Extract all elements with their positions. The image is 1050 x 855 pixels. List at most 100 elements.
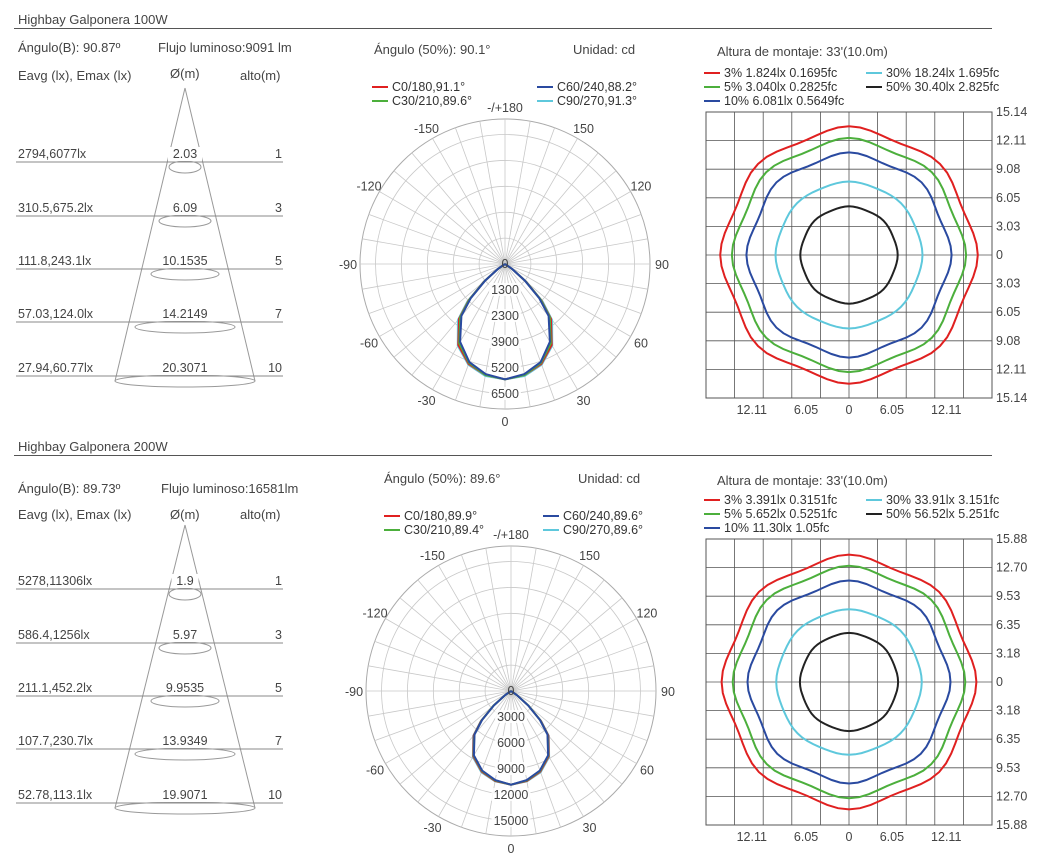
polar-spoke — [510, 690, 648, 741]
legend-label: 3% 3.391lx 0.3151fc — [724, 493, 838, 507]
isolux-x-tick-label: 12.11 — [931, 403, 961, 417]
polar-radial-label: 5200 — [491, 361, 519, 375]
isolux-x-tick-label: 0 — [846, 830, 853, 844]
isolux-y-tick-label: 12.70 — [996, 561, 1027, 575]
isolux-contour — [730, 136, 968, 374]
legend-label: 5% 3.040lx 0.2825fc — [724, 80, 838, 94]
panel-200w: Highbay Galponera 200W Ángulo(B): 89.73º… — [0, 427, 1050, 855]
legend-label: 50% 56.52lx 5.251fc — [886, 507, 1000, 521]
iso-legend-3pct: 3% 3.391lx 0.3151fc — [704, 493, 837, 507]
polar-radial-label: 6000 — [497, 736, 525, 750]
y-label-bg — [994, 760, 1026, 775]
cone-ellipse — [168, 587, 202, 601]
legend-swatch — [704, 499, 720, 501]
polar-series-curve — [459, 263, 551, 381]
polar-spoke — [504, 170, 617, 265]
polar-spoke — [455, 127, 506, 265]
polar-spoke — [368, 690, 512, 717]
y-label-bg — [994, 391, 1033, 405]
y-label-bg — [994, 276, 1026, 291]
polar-radial-label: 1300 — [491, 283, 519, 297]
legend-label: 3% 1.824lx 0.1695fc — [724, 66, 838, 80]
panel-title: Highbay Galponera 200W — [18, 439, 168, 454]
cone-edge-left — [114, 524, 186, 809]
mounting-height-title: Altura de montaje: 33'(10.0m) — [717, 473, 888, 488]
cone-ellipse — [114, 801, 256, 815]
legend-label: 10% 11.30lx 1.05fc — [724, 521, 830, 535]
polar-angle-label: 60 — [634, 337, 648, 351]
polar-spoke — [510, 597, 623, 692]
isolux-x-tick-label: 12.11 — [931, 830, 961, 844]
legend-label: C30/210,89.4° — [404, 523, 485, 537]
height-value: 1 — [275, 574, 282, 588]
radial-label-bg — [489, 361, 521, 374]
polar-spoke — [379, 263, 506, 337]
isolux-y-tick-label: 3.03 — [996, 219, 1020, 233]
isolux-contour — [799, 205, 899, 305]
isolux-y-tick-label: 6.35 — [996, 732, 1020, 746]
cone-ellipse — [134, 320, 236, 334]
iso-legend-30pct: 30% 33.91lx 3.151fc — [866, 493, 999, 507]
diameter-value: 6.09 — [173, 201, 197, 215]
polar-angle-label: 0 — [508, 842, 515, 855]
cone-edge-right — [184, 524, 256, 809]
y-label-bg — [994, 532, 1033, 546]
lux-value: 5278,11306lx — [18, 574, 93, 588]
diameter-value: 19.9071 — [162, 788, 207, 802]
y-label-bg — [994, 646, 1026, 661]
lux-value: 111.8,243.1lx — [18, 254, 92, 268]
polar-legend-c60: C60/240,88.2° — [537, 80, 637, 94]
legend-swatch — [704, 527, 720, 529]
isolux-contour — [719, 125, 979, 385]
iso-legend-10pct: 10% 6.081lx 0.5649fc — [704, 94, 844, 108]
lux-value: 52.78,113.1lx — [18, 788, 93, 802]
title-rule — [14, 28, 992, 29]
iso-legend-3pct: 3% 1.824lx 0.1695fc — [704, 66, 837, 80]
diameter-value: 1.9 — [176, 574, 193, 588]
polar-spoke — [432, 138, 506, 265]
polar-spoke — [510, 690, 605, 803]
isolux-y-tick-label: 3.18 — [996, 646, 1020, 660]
y-label-bg — [994, 789, 1033, 804]
polar-angle-label: 90 — [661, 685, 675, 699]
polar-spoke — [385, 618, 512, 692]
polar-radial-label: 9000 — [497, 762, 525, 776]
polar-radial-label: 0 — [508, 684, 515, 698]
legend-swatch — [866, 499, 882, 501]
polar-radial-label: 15000 — [494, 814, 529, 828]
isolux-y-tick-label: 12.70 — [996, 789, 1027, 803]
illuminance-cone-diagram: 2794,6077lx 2.03 1 310.5,675.2lx 6.09 3 111.8,… — [16, 87, 283, 388]
isolux-y-tick-label: 9.53 — [996, 761, 1020, 775]
isolux-x-tick-label: 12.11 — [737, 830, 767, 844]
polar-intensity-chart: -/+180 150 120 90 60 30 0 -30 -60 -90 -120 -150 0 130… — [339, 101, 669, 429]
isolux-contour — [746, 579, 952, 785]
radial-label-bg — [489, 283, 521, 296]
polar-angle-label: -60 — [360, 337, 378, 351]
y-label-bg — [994, 133, 1033, 148]
legend-swatch — [384, 529, 400, 531]
diameter-label-bg — [168, 628, 202, 642]
polar-angle-label: -/+180 — [493, 528, 529, 542]
polar-spoke — [399, 597, 512, 692]
iso-legend-50pct: 50% 56.52lx 5.251fc — [866, 507, 999, 521]
polar-angle-title: Ángulo (50%): 89.6° — [384, 471, 501, 486]
legend-label: 30% 33.91lx 3.151fc — [886, 493, 1000, 507]
polar-spoke — [504, 263, 631, 337]
isolux-chart: 15.88 12.70 9.53 6.35 3.18 0 3.18 6.35 9.53 12.70… — [705, 532, 1033, 844]
polar-angle-label: -/+180 — [487, 101, 523, 115]
radial-label-bg — [491, 814, 531, 827]
polar-spoke — [417, 690, 512, 803]
polar-spoke — [510, 565, 584, 692]
polar-angle-label: -90 — [345, 685, 363, 699]
polar-angle-label: 120 — [631, 180, 652, 194]
polar-spoke — [504, 238, 648, 265]
isolux-y-tick-label: 12.11 — [996, 362, 1026, 376]
polar-spoke — [461, 554, 512, 692]
polar-legend-c90: C90/270,91.3° — [537, 94, 637, 108]
isolux-y-tick-label: 3.03 — [996, 277, 1020, 291]
polar-spoke — [368, 214, 506, 265]
polar-spoke — [411, 152, 506, 265]
polar-angle-title: Ángulo (50%): 90.1° — [374, 42, 491, 57]
polar-spoke — [485, 548, 512, 692]
polar-spoke — [438, 565, 512, 692]
